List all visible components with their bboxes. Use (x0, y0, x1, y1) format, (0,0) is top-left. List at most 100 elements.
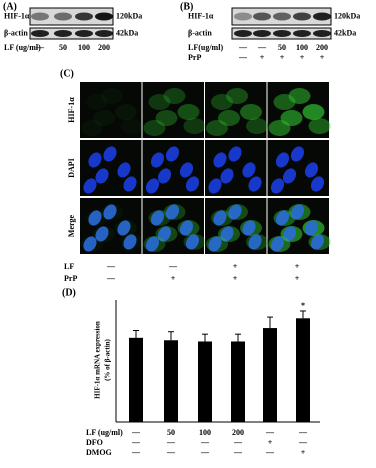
nucleus (145, 178, 160, 194)
cell-green (143, 120, 166, 136)
panel-label: (A) (3, 1, 17, 12)
treatment-lane: 200 (98, 43, 110, 52)
treatment-lane: — (131, 428, 141, 437)
nucleus (220, 168, 234, 184)
cell-green (177, 104, 200, 120)
nucleus (242, 220, 256, 236)
band (273, 30, 291, 37)
band (234, 30, 252, 37)
cell-green (86, 94, 108, 110)
nucleus (157, 168, 172, 184)
nucleus (179, 162, 194, 178)
treatment-lane: 200 (316, 43, 328, 52)
treatment-lane: + (280, 53, 285, 62)
band (313, 30, 331, 37)
nucleus (220, 226, 234, 242)
nucleus (275, 210, 290, 226)
bar (296, 318, 310, 422)
treatment-lane: + (233, 262, 238, 271)
nucleus (290, 204, 305, 220)
treatment-lane: — (298, 428, 308, 437)
treatment-lane: 50 (167, 428, 175, 437)
treatment-lane: — (265, 428, 275, 437)
cell-green (218, 110, 240, 126)
cell-green (93, 110, 115, 126)
band (31, 12, 49, 21)
row-label: HIF-1α (67, 97, 76, 123)
treatment-name: LF (ug/ml) (4, 43, 41, 52)
band (253, 12, 271, 21)
treatment-name: DMOG (86, 448, 112, 457)
nucleus (179, 220, 194, 236)
treatment-lane: 50 (59, 43, 67, 52)
treatment-lane: 100 (296, 43, 308, 52)
nucleus (282, 168, 297, 184)
treatment-lane: 200 (232, 428, 244, 437)
nucleus (103, 146, 117, 162)
treatment-lane: 100 (78, 43, 90, 52)
row-label: Merge (67, 214, 76, 237)
nucleus (208, 236, 222, 252)
treatment-name: DFO (86, 438, 103, 447)
nucleus (304, 162, 319, 178)
nucleus (213, 152, 227, 168)
nucleus (213, 210, 227, 226)
band (95, 30, 113, 37)
band (54, 30, 72, 37)
treatment-lane: + (295, 274, 300, 283)
treatment-lane: + (320, 53, 325, 62)
nucleus (117, 162, 131, 178)
y-axis-label: (% of β-actin) (104, 338, 112, 380)
band (54, 12, 72, 21)
cell-green (148, 94, 171, 110)
cell-green (101, 88, 123, 104)
treatment-lane: + (268, 438, 273, 447)
treatment-lane: — (200, 438, 210, 447)
treatment-lane: 100 (199, 428, 211, 437)
nucleus (208, 178, 222, 194)
micrograph (205, 82, 267, 138)
size-label: 42kDa (334, 28, 356, 37)
treatment-lane: — (298, 438, 308, 447)
treatment-lane: + (301, 448, 306, 457)
cell-green (81, 120, 103, 136)
band (293, 30, 311, 37)
nucleus (145, 236, 160, 252)
panel-label: (C) (60, 68, 74, 79)
treatment-name: LF (64, 262, 74, 271)
band (75, 12, 93, 21)
nucleus (228, 204, 242, 220)
band (253, 30, 271, 37)
treatment-lane: + (260, 53, 265, 62)
treatment-lane: — (166, 448, 176, 457)
cell-green (183, 118, 206, 134)
nucleus (310, 234, 325, 250)
treatment-lane: + (233, 274, 238, 283)
cell-green (268, 120, 291, 136)
treatment-lane: + (295, 262, 300, 271)
treatment-lane: — (166, 438, 176, 447)
nucleus (103, 204, 117, 220)
nucleus (165, 204, 180, 220)
treatment-lane: — (233, 448, 243, 457)
nucleus (117, 220, 131, 236)
treatment-lane: — (200, 448, 210, 457)
cell-green (308, 118, 331, 134)
treatment-name: PrP (188, 53, 201, 62)
treatment-lane: + (300, 53, 305, 62)
blot-row-label: HIF-1α (188, 11, 214, 20)
panel-label: (D) (62, 287, 76, 298)
nucleus (304, 220, 319, 236)
cell-green (226, 88, 248, 104)
nucleus (242, 162, 256, 178)
nucleus (157, 226, 172, 242)
treatment-lane: + (171, 274, 176, 283)
nucleus (185, 234, 200, 250)
cell-green (302, 104, 325, 120)
nucleus (95, 226, 109, 242)
nucleus (123, 176, 137, 192)
nucleus (270, 178, 285, 194)
band (75, 30, 93, 37)
nucleus (150, 210, 165, 226)
